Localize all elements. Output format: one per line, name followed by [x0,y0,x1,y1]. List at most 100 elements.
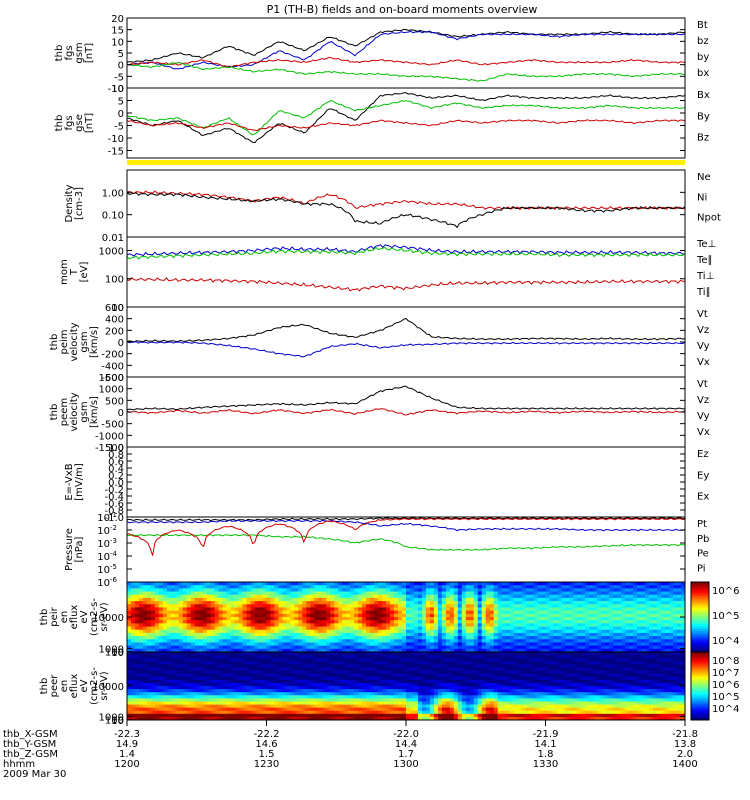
spectrogram-cell [190,655,196,659]
spectrogram-cell [453,588,459,592]
spectrogram-cell [274,642,279,647]
spectrogram-cell [609,597,614,602]
spectrogram-cell [174,645,180,650]
spectrogram-cell [202,585,208,589]
spectrogram-cell [298,588,303,592]
spectrogram-cell [142,682,148,687]
spectrogram-cell [362,620,367,624]
spectrogram-cell [186,648,192,653]
spectrogram-cell [166,695,172,699]
spectrogram-cell [469,610,475,615]
spectrogram-cell [485,639,491,643]
spectrogram-cell [565,632,570,637]
spectrogram-cell [597,607,602,612]
spectrogram-cell [533,604,538,608]
spectrogram-cell [298,645,303,650]
spectrogram-cell [362,623,367,627]
spectrogram-cell [370,610,375,615]
spectrogram-cell [266,620,271,624]
spectrogram-cell [330,682,335,687]
spectrogram-cell [322,582,327,586]
legend-label: Ti⊥ [696,271,714,282]
spectrogram-cell [350,664,355,668]
spectrogram-cell [597,632,602,637]
spectrogram-cell [326,673,331,678]
spectrogram-cell [127,689,132,693]
spectrogram-cell [270,588,275,592]
spectrogram-cell [127,664,132,668]
spectrogram-cell [350,623,355,627]
spectrogram-cell [234,652,239,656]
spectrogram-cell [174,679,180,684]
spectrogram-cell [242,689,247,693]
spectrogram-cell [322,682,327,687]
y-tick-label: 0.8 [108,450,124,461]
spectrogram-cell [421,604,427,608]
spectrogram-cell [150,632,156,637]
spectrogram-cell [310,716,315,721]
spectrogram-cell [286,676,291,681]
spectrogram-cell [406,670,411,675]
spectrogram-cell [206,710,212,715]
spectrogram-cell [242,597,247,602]
spectrogram-cell [641,645,646,650]
spectrogram-cell [182,613,188,618]
spectrogram-cell [150,664,156,668]
spectrogram-cell [413,661,419,665]
spectrogram-cell [445,623,451,627]
spectrogram-cell [489,613,495,618]
spectrogram-cell [382,585,387,589]
spectrogram-cell [469,604,475,608]
spectrogram-cell [529,591,534,596]
spectrogram-cell [441,607,447,612]
spectrogram-cell [529,607,534,612]
spectrogram-cell [186,670,192,675]
spectrogram-cell [398,710,403,715]
spectrogram-cell [609,594,614,599]
spectrogram-cell [501,607,507,612]
spectrogram-cell [354,645,359,650]
spectrogram-cell [609,639,614,643]
spectrogram-cell [513,629,518,634]
spectrogram-cell [194,661,200,665]
spectrogram-cell [278,582,283,586]
series-line-Te⊥ [126,277,686,292]
spectrogram-cell [178,617,184,621]
y-axis-label: thb [49,334,60,351]
spectrogram-cell [222,692,228,696]
spectrogram-cell [409,620,415,624]
spectrogram-cell [346,701,351,705]
spectrogram-cell [677,585,682,589]
spectrogram-cell [358,604,363,608]
spectrogram-cell [350,582,355,586]
spectrogram-cell [154,707,160,712]
spectrogram-cell [661,639,666,643]
spectrogram-cell [166,682,172,687]
spectrogram-cell [202,623,208,627]
spectrogram-cell [318,632,323,637]
spectrogram-cell [617,626,622,631]
spectrogram-cell [665,585,670,589]
spectrogram-cell [158,629,164,634]
spectrogram-cell [497,617,503,621]
spectrogram-cell [406,689,411,693]
spectrogram-cell [266,701,271,705]
spectrogram-cell [637,594,642,599]
spectrogram-cell [489,629,495,634]
spectrogram-cell [661,594,666,599]
spectrogram-cell [338,645,343,650]
spectrogram-cell [326,588,331,592]
spectrogram-cell [127,707,132,712]
spectrogram-cell [134,704,140,709]
spectrogram-cell [330,597,335,602]
spectrogram-cell [226,679,232,684]
spectrogram-cell [346,636,351,640]
panel-pressure: PtPbPePi10-110-210-310-410-510-6Pressure… [64,511,709,589]
spectrogram-cell [234,695,239,699]
spectrogram-cell [390,617,395,621]
spectrogram-cell [326,689,331,693]
spectrogram-cell [326,704,331,709]
spectrogram-cell [374,585,379,589]
spectrogram-cell [322,664,327,668]
spectrogram-cell [481,639,487,643]
